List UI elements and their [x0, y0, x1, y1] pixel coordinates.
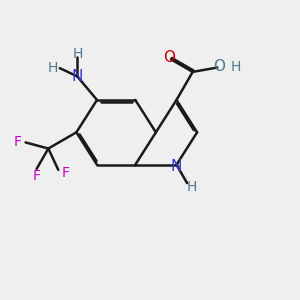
Text: N: N [171, 159, 182, 174]
Text: H: H [47, 61, 58, 75]
Text: N: N [71, 69, 83, 84]
Text: O: O [163, 50, 175, 65]
Text: F: F [62, 166, 70, 180]
Text: F: F [13, 135, 21, 149]
Text: O: O [213, 58, 225, 74]
Text: H: H [186, 181, 197, 194]
Text: H: H [230, 60, 241, 74]
Text: F: F [33, 169, 41, 183]
Text: H: H [73, 46, 83, 61]
